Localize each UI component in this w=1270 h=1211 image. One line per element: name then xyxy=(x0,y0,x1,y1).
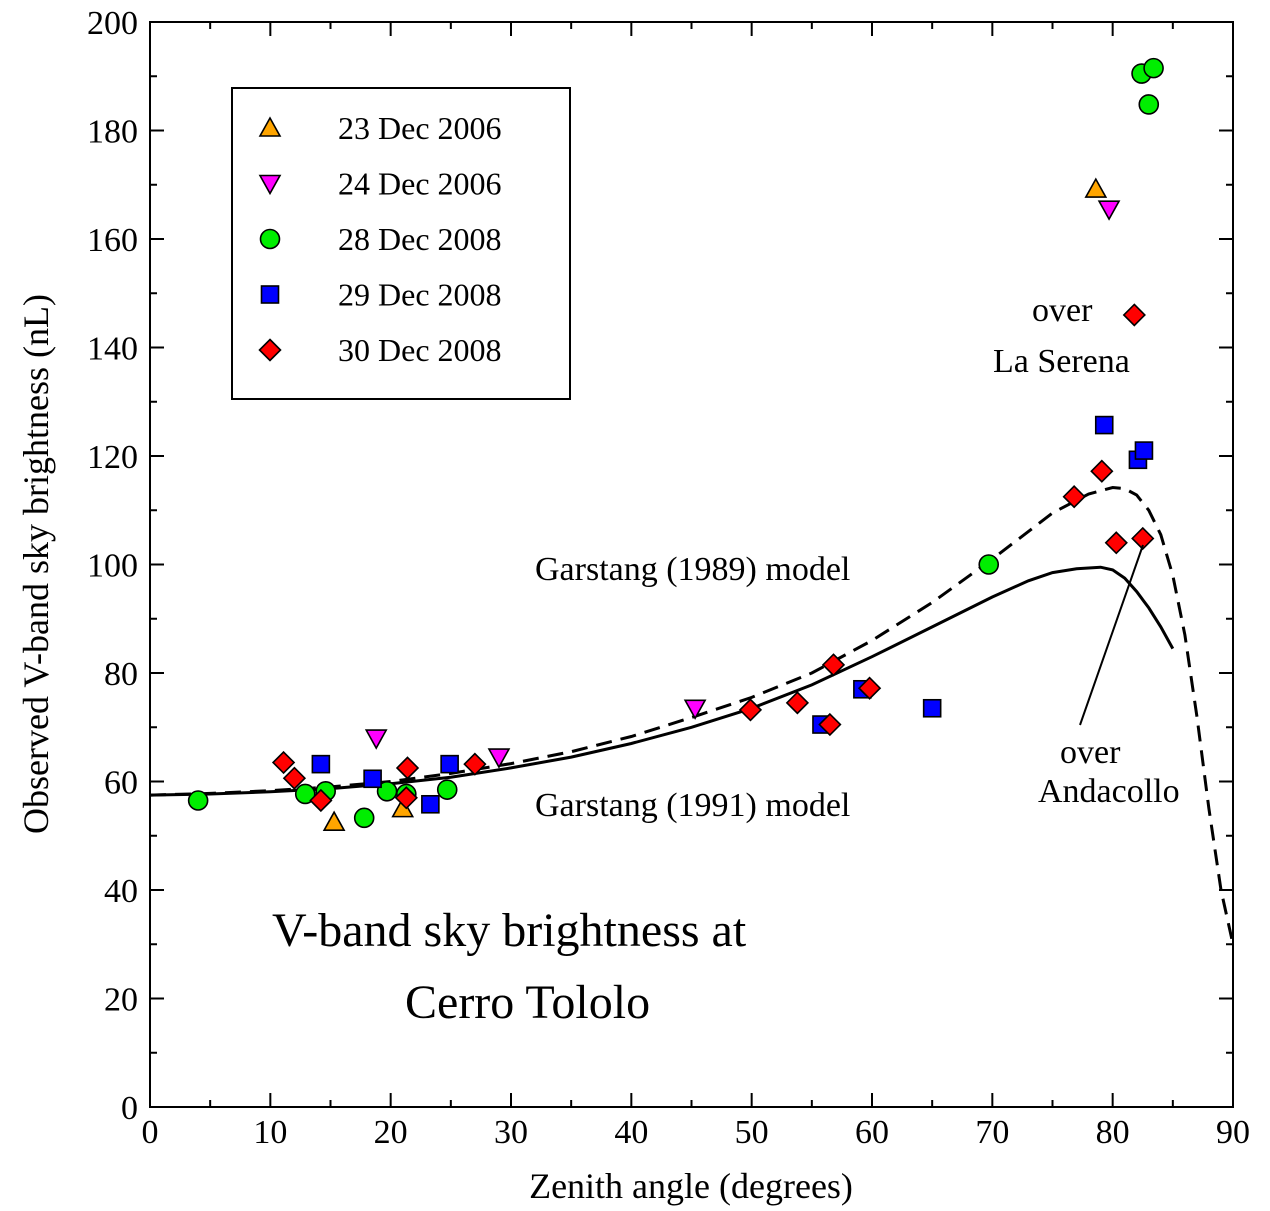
x-tick-label: 60 xyxy=(855,1114,889,1151)
legend-label-2: 28 Dec 2008 xyxy=(338,221,502,257)
data-point-series-4 xyxy=(1122,303,1146,327)
data-point-series-1 xyxy=(1097,200,1121,221)
over-andacollo-line2: Andacollo xyxy=(1038,773,1180,810)
y-axis-label: Observed V-band sky brightness (nL) xyxy=(16,294,56,834)
data-points xyxy=(187,57,1164,831)
data-point-series-4 xyxy=(1104,531,1128,555)
data-point-series-4 xyxy=(282,766,307,790)
y-tick-label: 40 xyxy=(104,873,138,910)
y-tick-label: 0 xyxy=(121,1090,138,1127)
data-point-series-1 xyxy=(683,699,707,720)
x-tick-label: 20 xyxy=(374,1114,408,1151)
x-tick-label: 90 xyxy=(1216,1114,1250,1151)
legend-box xyxy=(231,87,571,400)
data-point-series-3 xyxy=(421,794,440,814)
data-point-series-4 xyxy=(1090,459,1114,483)
data-point-series-4 xyxy=(821,653,846,677)
data-point-series-2 xyxy=(353,807,375,829)
garstang-1989-label: Garstang (1989) model xyxy=(535,551,850,588)
y-tick-label: 200 xyxy=(87,5,138,42)
andacollo-pointer xyxy=(1079,544,1144,726)
data-point-series-0 xyxy=(1084,177,1108,198)
legend-label-1: 24 Dec 2006 xyxy=(338,166,502,202)
data-point-series-4 xyxy=(309,788,333,813)
y-tick-label: 80 xyxy=(104,656,138,693)
axis-ticks xyxy=(149,21,1234,1108)
over-la-serena-line2: La Serena xyxy=(993,343,1130,380)
garstang-1989-curve xyxy=(149,485,1235,945)
data-point-series-4 xyxy=(785,691,810,715)
data-point-series-0 xyxy=(322,810,346,831)
x-axis-label: Zenith angle (degrees) xyxy=(529,1166,853,1206)
over-andacollo-line1: over xyxy=(1060,734,1121,771)
data-point-series-2 xyxy=(1138,94,1160,115)
data-point-series-3 xyxy=(440,754,459,774)
data-point-series-3 xyxy=(311,754,331,774)
x-tick-label: 50 xyxy=(735,1114,769,1151)
x-tick-label: 80 xyxy=(1096,1114,1130,1151)
chart-inset-title-line1: V-band sky brightness at xyxy=(272,904,747,957)
legend-label-4: 30 Dec 2008 xyxy=(338,332,502,368)
data-point-series-2 xyxy=(294,783,316,805)
data-point-series-1 xyxy=(487,748,511,769)
data-point-series-3 xyxy=(1134,441,1154,460)
x-tick-label: 70 xyxy=(975,1114,1009,1151)
data-point-series-2 xyxy=(436,779,458,800)
legend-label-3: 29 Dec 2008 xyxy=(338,277,502,313)
data-point-series-4 xyxy=(394,786,418,810)
x-tick-label: 10 xyxy=(253,1114,287,1151)
legend-marker-3 xyxy=(260,285,280,304)
x-tick-label: 40 xyxy=(614,1114,648,1151)
data-point-series-2 xyxy=(187,790,209,811)
legend-marker-2 xyxy=(259,228,281,250)
data-point-series-4 xyxy=(271,750,296,775)
y-tick-label: 120 xyxy=(87,439,138,476)
data-point-series-4 xyxy=(818,712,842,737)
data-point-series-4 xyxy=(1131,526,1155,551)
data-point-series-3 xyxy=(922,698,942,718)
data-point-series-4 xyxy=(395,756,420,780)
x-tick-labels: 0 10 20 30 40 50 60 70 80 90 xyxy=(142,1114,1251,1151)
data-point-series-4 xyxy=(463,752,487,776)
data-point-series-4 xyxy=(738,698,763,722)
legend-marker-0 xyxy=(258,116,282,137)
chart-inset-title-line2: Cerro Tololo xyxy=(405,976,650,1029)
over-la-serena-line1: over xyxy=(1032,292,1093,329)
legend: 23 Dec 2006 24 Dec 2006 28 Dec 2008 29 Dec … xyxy=(231,87,571,400)
y-tick-label: 20 xyxy=(104,982,138,1019)
data-point-series-2 xyxy=(978,554,1000,575)
legend-marker-4 xyxy=(258,338,282,362)
y-tick-label: 160 xyxy=(87,222,138,259)
legend-marker-1 xyxy=(258,174,282,196)
x-tick-label: 0 xyxy=(142,1114,159,1151)
y-tick-label: 180 xyxy=(87,114,138,151)
y-tick-label: 100 xyxy=(87,548,138,585)
data-point-series-3 xyxy=(1094,415,1114,435)
data-point-series-4 xyxy=(857,676,882,700)
y-tick-label: 140 xyxy=(87,331,138,368)
garstang-1991-label: Garstang (1991) model xyxy=(535,787,850,824)
legend-label-0: 23 Dec 2006 xyxy=(338,110,502,146)
data-point-series-2 xyxy=(1143,57,1164,79)
data-point-series-1 xyxy=(364,729,388,750)
data-point-series-3 xyxy=(363,769,382,789)
garstang-1991-curve xyxy=(149,565,1175,797)
x-tick-label: 30 xyxy=(494,1114,528,1151)
data-point-series-4 xyxy=(1062,485,1086,509)
y-tick-labels: 0 20 40 60 80 100 120 140 160 180 200 xyxy=(87,5,138,1127)
y-tick-label: 60 xyxy=(104,765,138,802)
